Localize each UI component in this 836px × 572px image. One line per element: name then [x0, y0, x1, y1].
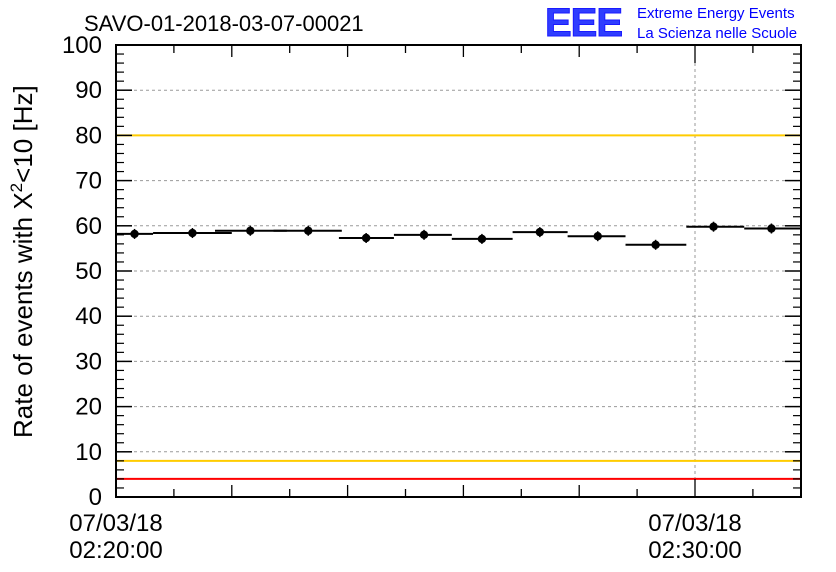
y-tick-label: 90	[75, 77, 102, 104]
y-axis: 0 10 20 30 40 50 60 70 80 90 100	[62, 32, 801, 511]
data-point	[567, 231, 626, 242]
y-axis-label-main: Rate of events with X	[8, 192, 38, 438]
y-tick-label: 60	[75, 213, 102, 240]
y-tick-label: 10	[75, 439, 102, 466]
y-axis-label-superscript: 2	[7, 183, 26, 192]
y-tick-label: 80	[75, 122, 102, 149]
y-tick-label: 70	[75, 168, 102, 195]
data-point	[686, 221, 745, 232]
data-point-marker	[767, 224, 776, 233]
data-point	[153, 228, 232, 239]
data-point-marker	[246, 226, 255, 235]
eee-logo: EEE Extreme Energy Events La Scienza nel…	[545, 1, 798, 46]
y-tick-label: 100	[62, 32, 102, 59]
y-tick-label: 20	[75, 394, 102, 421]
y-tick-label: 30	[75, 348, 102, 375]
data-point	[744, 223, 801, 234]
eee-logo-line1: Extreme Energy Events	[637, 5, 795, 22]
data-point-marker	[709, 222, 718, 231]
y-axis-label: Rate of events with X2<10 [Hz]	[7, 85, 38, 438]
data-point	[273, 225, 342, 236]
eee-logo-mark: EEE	[545, 1, 622, 45]
data-point-marker	[593, 231, 602, 241]
data-point-marker	[535, 227, 545, 237]
x-tick-label-time: 02:30:00	[648, 537, 741, 564]
data-point	[512, 227, 568, 238]
data-point-marker	[361, 233, 371, 243]
data-point	[338, 233, 394, 244]
data-points	[116, 221, 801, 250]
y-tick-label: 50	[75, 258, 102, 285]
x-tick-label-date: 07/03/18	[648, 510, 741, 537]
y-axis-label-rest: <10 [Hz]	[8, 85, 38, 183]
data-point-marker	[130, 229, 139, 239]
y-tick-label: 40	[75, 303, 102, 330]
data-point-marker	[651, 240, 660, 249]
data-point	[625, 239, 687, 250]
data-point-marker	[188, 228, 197, 238]
chart-title: SAVO-01-2018-03-07-00021	[84, 11, 364, 36]
data-point	[116, 228, 154, 239]
x-tick-label-date: 07/03/18	[69, 510, 162, 537]
eee-logo-line2: La Scienza nelle Scuole	[637, 25, 797, 42]
data-point	[393, 229, 452, 240]
data-point	[451, 233, 513, 244]
data-point-marker	[477, 234, 487, 244]
data-point-marker	[419, 230, 429, 240]
x-tick-label-time: 02:20:00	[69, 537, 162, 564]
y-tick-label: 0	[89, 484, 102, 511]
data-point-marker	[304, 226, 313, 235]
